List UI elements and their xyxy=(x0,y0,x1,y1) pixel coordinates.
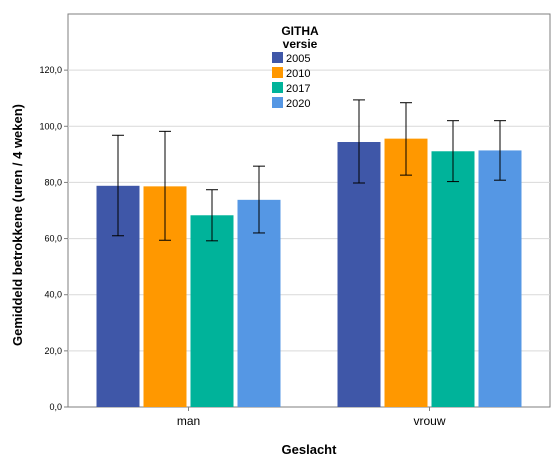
y-tick-label: 20,0 xyxy=(44,346,62,356)
bar-vrouw-2017 xyxy=(431,151,475,407)
legend-label-2010: 2010 xyxy=(286,68,310,80)
legend-swatch-2010 xyxy=(272,67,283,78)
y-axis-title: Gemiddeld betrokkene (uren / 4 weken) xyxy=(10,104,25,346)
legend-label-2017: 2017 xyxy=(286,83,310,95)
legend-label-2005: 2005 xyxy=(286,53,310,65)
legend: GITHA versie 2005 2010 2017 2020 xyxy=(272,24,319,110)
legend-title-line1: GITHA xyxy=(281,24,319,38)
y-tick-label: 40,0 xyxy=(44,290,62,300)
x-axis-title: Geslacht xyxy=(282,442,338,457)
y-tick-label: 0,0 xyxy=(49,402,62,412)
legend-swatch-2020 xyxy=(272,97,283,108)
y-axis: 0,0 20,0 40,0 60,0 80,0 100,0 120,0 xyxy=(39,65,68,412)
x-tick-label: vrouw xyxy=(413,414,445,428)
error-bars xyxy=(112,99,506,242)
x-axis: man vrouw xyxy=(177,407,446,428)
x-tick-label: man xyxy=(177,414,200,428)
legend-swatch-2017 xyxy=(272,82,283,93)
bar-man-2020 xyxy=(237,199,281,407)
legend-title-line2: versie xyxy=(283,37,318,51)
y-tick-label: 100,0 xyxy=(39,121,62,131)
bar-man-2017 xyxy=(190,215,234,407)
y-tick-label: 60,0 xyxy=(44,234,62,244)
y-tick-label: 80,0 xyxy=(44,177,62,187)
legend-label-2020: 2020 xyxy=(286,98,310,110)
legend-swatch-2005 xyxy=(272,52,283,63)
bar-vrouw-2005 xyxy=(337,142,381,407)
bar-vrouw-2010 xyxy=(384,138,428,407)
bar-vrouw-2020 xyxy=(478,150,522,408)
bars xyxy=(96,138,522,408)
y-tick-label: 120,0 xyxy=(39,65,62,75)
